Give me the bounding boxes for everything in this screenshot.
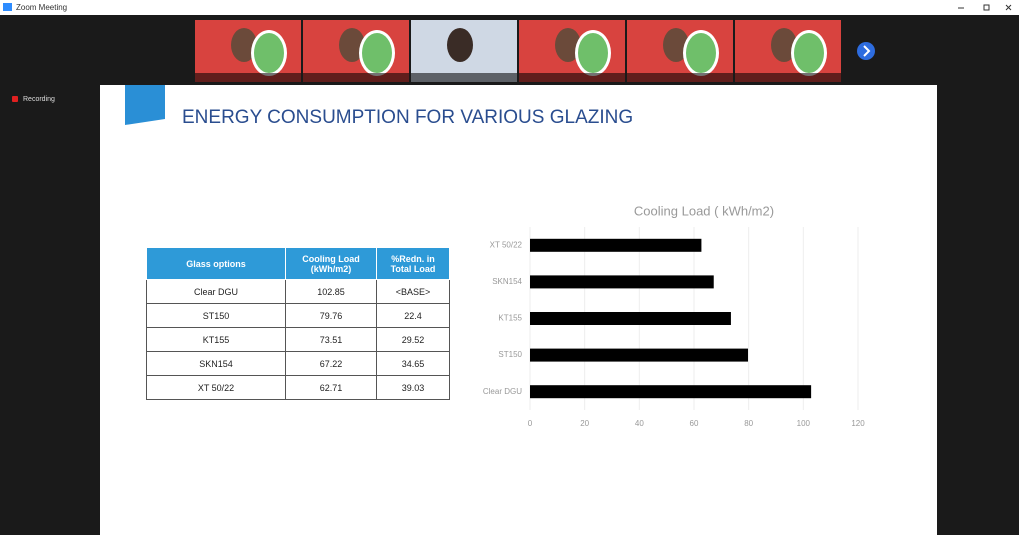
- x-tick-label: 120: [851, 419, 865, 428]
- x-tick-label: 40: [635, 419, 644, 428]
- x-tick-label: 100: [797, 419, 811, 428]
- zoom-window: Zoom Meeting Recording ENERGY CONSUMPTIO…: [0, 0, 1019, 535]
- x-tick-label: 60: [690, 419, 699, 428]
- bar: [530, 385, 811, 398]
- bar: [530, 239, 701, 252]
- x-tick-label: 20: [580, 419, 589, 428]
- y-tick-label: ST150: [498, 350, 522, 359]
- y-tick-label: SKN154: [492, 277, 522, 286]
- x-tick-label: 80: [744, 419, 753, 428]
- y-tick-label: KT155: [498, 314, 522, 323]
- y-tick-label: XT 50/22: [490, 240, 523, 249]
- shared-slide: ENERGY CONSUMPTION FOR VARIOUS GLAZING G…: [100, 85, 937, 535]
- y-tick-label: Clear DGU: [483, 387, 522, 396]
- chart-title: Cooling Load ( kWh/m2): [634, 203, 774, 218]
- x-tick-label: 0: [528, 419, 533, 428]
- bar: [530, 312, 731, 325]
- bar: [530, 275, 714, 288]
- bar: [530, 349, 748, 362]
- bar-chart: Cooling Load ( kWh/m2) 0 20 40 60 80 100 120 XT …: [100, 85, 937, 535]
